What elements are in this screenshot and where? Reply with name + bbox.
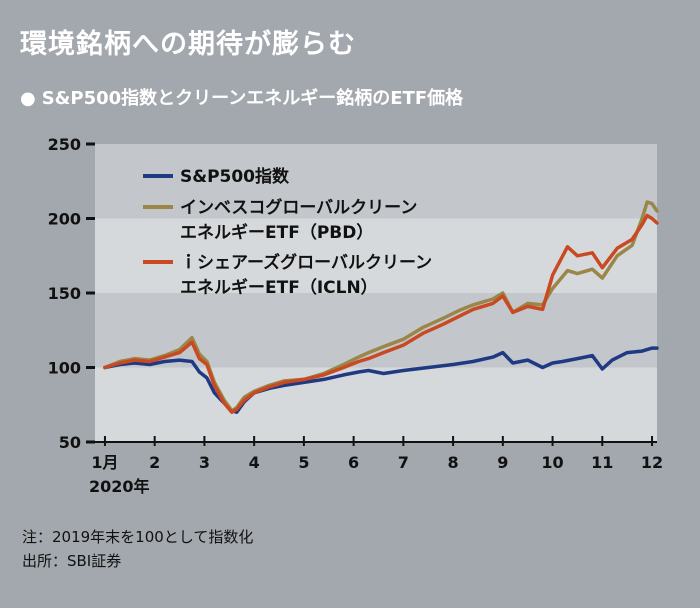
x-tick-label: 9: [497, 453, 508, 472]
y-tick-label: 150: [48, 284, 81, 303]
chart-series: [103, 200, 659, 414]
x-tick-label: 8: [448, 453, 459, 472]
y-tick-label: 50: [59, 433, 81, 452]
legend-label-2: ｉシェアーズグローバルクリーン: [180, 252, 432, 273]
x-tick-label: 1月: [91, 453, 118, 472]
series-line-2: [103, 213, 659, 414]
band-0: [95, 367, 657, 442]
legend-label-0: S&P500指数: [180, 166, 290, 187]
chart-subtitle: ● S&P500指数とクリーンエネルギー銘柄のETF価格: [20, 84, 463, 110]
y-tick-label: 200: [48, 210, 81, 229]
chart-title: 環境銘柄への期待が膨らむ: [20, 29, 356, 60]
x-tick-label: 10: [541, 453, 563, 472]
x-axis: 1月 2 3 4 5 6 7 8 9 10 11 12 2020年: [89, 436, 663, 496]
x-tick-label: 7: [398, 453, 409, 472]
legend-label-2: エネルギーETF（ICLN）: [180, 277, 378, 298]
note-source: 出所：SBI証券: [22, 552, 122, 570]
series-line-1: [103, 200, 659, 413]
legend-label-1: エネルギーETF（PBD）: [180, 222, 373, 243]
subtitle-bullet: ●: [20, 88, 36, 109]
x-tick-label: 2: [149, 453, 160, 472]
x-tick-label: 3: [199, 453, 210, 472]
y-tick-label: 100: [48, 359, 81, 378]
x-tick-label: 12: [641, 453, 663, 472]
subtitle-text: S&P500指数とクリーンエネルギー銘柄のETF価格: [41, 88, 464, 109]
x-tick-label: 11: [591, 453, 613, 472]
x-tick-label: 5: [298, 453, 309, 472]
series-line-0: [103, 346, 659, 414]
x-tick-label: 6: [348, 453, 359, 472]
y-tick-label: 250: [48, 135, 81, 154]
band-3: [95, 144, 657, 219]
y-axis: 50 100 150 200 250: [48, 135, 95, 452]
note-indexed: 注：2019年末を100として指数化: [22, 528, 254, 546]
x-tick-label: 4: [249, 453, 260, 472]
legend-label-1: インベスコグローバルクリーン: [180, 197, 417, 218]
x-year-label: 2020年: [89, 477, 150, 496]
